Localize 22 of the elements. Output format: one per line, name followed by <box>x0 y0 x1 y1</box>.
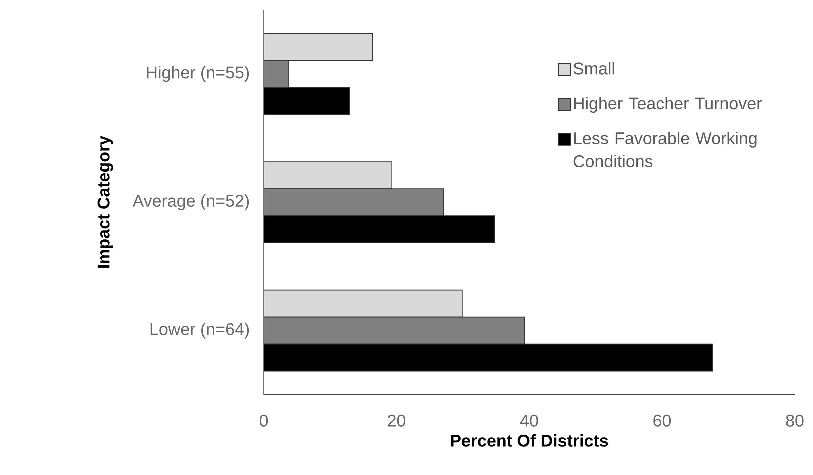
bar <box>264 60 289 88</box>
x-axis-title: Percent Of Districts <box>451 434 608 447</box>
bar <box>264 33 374 62</box>
bar <box>264 290 463 318</box>
x-tick-label: 60 <box>654 414 672 427</box>
y-tick-label: Average (n=52) <box>132 194 250 210</box>
bar <box>264 344 714 372</box>
bar <box>264 216 496 244</box>
legend-label: Less Favorable Working Conditions <box>574 132 757 168</box>
x-tick-label: 80 <box>786 414 804 427</box>
bar <box>264 188 444 216</box>
bar <box>264 316 526 345</box>
bar <box>264 87 350 116</box>
x-tick-label: 20 <box>388 414 406 427</box>
x-tick-label: 0 <box>260 414 268 427</box>
x-tick-label: 40 <box>520 414 538 427</box>
bar <box>264 162 393 190</box>
y-tick-label: Higher (n=55) <box>147 66 250 82</box>
legend-label: Higher Teacher Turnover <box>574 97 762 114</box>
y-tick-label: Lower (n=64) <box>150 322 250 339</box>
y-axis-title: Impact Category <box>98 136 114 268</box>
legend-label: Small <box>574 62 614 75</box>
